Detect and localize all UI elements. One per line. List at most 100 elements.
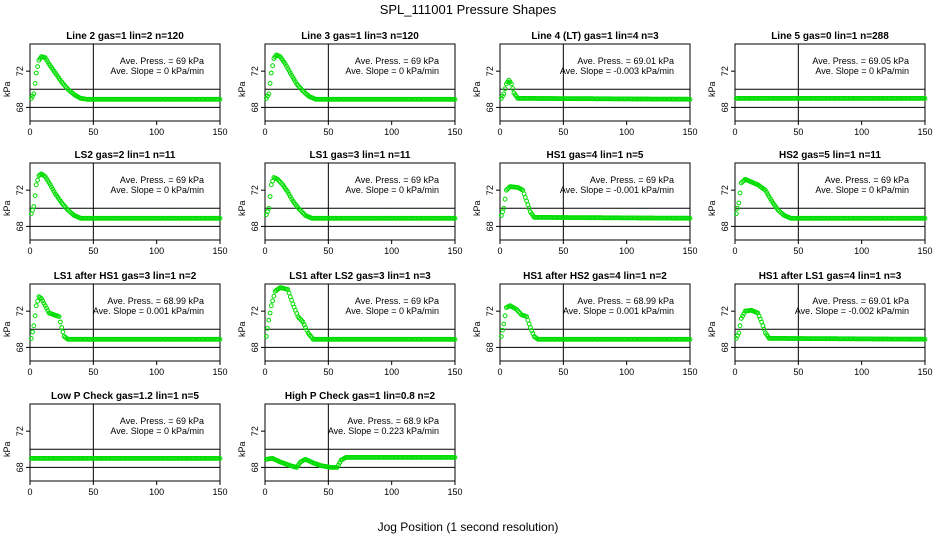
data-point xyxy=(501,91,507,97)
y-axis-label: kPa xyxy=(2,442,12,458)
stat-average-pressure: Ave. Press. = 68.99 kPa xyxy=(577,296,674,306)
y-tick-label: 68 xyxy=(720,102,730,112)
panel-title: LS1 after LS2 gas=3 lin=1 n=3 xyxy=(289,271,431,282)
data-point xyxy=(922,215,928,221)
data-point xyxy=(217,215,223,221)
figure-xlabel: Jog Position (1 second resolution) xyxy=(378,520,559,534)
data-point xyxy=(263,96,269,101)
x-tick-label: 100 xyxy=(854,127,869,137)
y-tick-label: 68 xyxy=(15,221,25,231)
chart-panel: Line 5 gas=0 lin=1 n=288 0 50 100 150 68 72kPa… xyxy=(707,31,933,137)
stat-average-slope: Ave. Slope = 0 kPa/min xyxy=(110,66,204,76)
panel-title: HS2 gas=5 lin=1 n=11 xyxy=(779,150,881,161)
panel-title: HS1 gas=4 lin=1 n=5 xyxy=(547,150,644,161)
stat-average-pressure: Ave. Press. = 69 kPa xyxy=(825,175,909,185)
data-point xyxy=(58,319,63,325)
x-tick-label: 0 xyxy=(732,367,737,377)
x-tick-label: 0 xyxy=(262,127,267,137)
x-tick-label: 100 xyxy=(149,367,164,377)
stat-average-slope: Ave. Slope = -0.002 kPa/min xyxy=(795,306,909,316)
data-point xyxy=(510,86,516,91)
y-axis-label: kPa xyxy=(237,82,247,98)
data-point xyxy=(32,81,38,86)
data-point xyxy=(217,96,223,102)
data-point xyxy=(35,177,40,183)
y-axis-label: kPa xyxy=(707,322,717,338)
x-tick-label: 50 xyxy=(558,367,568,377)
data-point xyxy=(217,336,223,342)
y-tick-label: 72 xyxy=(485,306,495,316)
x-tick-label: 100 xyxy=(384,487,399,497)
data-point xyxy=(35,64,40,69)
x-tick-label: 50 xyxy=(558,127,568,137)
y-tick-label: 68 xyxy=(250,342,260,352)
data-point xyxy=(41,300,47,306)
x-tick-label: 50 xyxy=(323,487,333,497)
stat-average-slope: Ave. Slope = 0 kPa/min xyxy=(815,66,909,76)
data-point xyxy=(217,456,223,461)
stat-average-pressure: Ave. Press. = 69 kPa xyxy=(120,56,204,66)
x-tick-label: 150 xyxy=(447,246,462,256)
data-point xyxy=(736,200,742,206)
data-point xyxy=(45,308,51,314)
x-tick-label: 100 xyxy=(384,127,399,137)
data-points xyxy=(28,294,223,342)
stat-average-pressure: Ave. Press. = 69.01 kPa xyxy=(577,56,674,66)
data-point xyxy=(452,336,458,342)
y-tick-label: 72 xyxy=(720,185,730,195)
stat-average-pressure: Ave. Press. = 69.05 kPa xyxy=(812,56,909,66)
x-tick-label: 50 xyxy=(88,246,98,256)
data-point xyxy=(33,303,39,309)
y-tick-label: 68 xyxy=(15,462,25,472)
plot-frame xyxy=(734,162,926,241)
y-tick-label: 68 xyxy=(250,462,260,472)
y-axis-label: kPa xyxy=(707,82,717,98)
data-point xyxy=(687,336,693,342)
data-points xyxy=(733,96,928,101)
chart-panel: Line 4 (LT) gas=1 lin=4 n=3 0 50 100 150 68 72… xyxy=(472,31,698,137)
x-tick-label: 150 xyxy=(212,487,227,497)
data-point xyxy=(32,313,38,319)
data-point xyxy=(337,460,343,466)
data-point xyxy=(334,465,340,470)
data-point xyxy=(299,209,305,215)
x-tick-label: 0 xyxy=(497,246,502,256)
data-point xyxy=(266,91,272,97)
data-point xyxy=(299,318,305,324)
x-tick-label: 150 xyxy=(917,127,932,137)
data-point xyxy=(737,323,743,329)
data-point xyxy=(736,330,742,336)
x-tick-label: 50 xyxy=(88,127,98,137)
plot-frame xyxy=(734,43,926,122)
x-tick-label: 50 xyxy=(88,487,98,497)
x-tick-label: 100 xyxy=(149,487,164,497)
data-point xyxy=(282,61,288,67)
data-point xyxy=(502,196,508,202)
y-tick-label: 72 xyxy=(250,306,260,316)
data-point xyxy=(502,86,508,92)
x-tick-label: 150 xyxy=(212,367,227,377)
chart-panel: Line 3 gas=1 lin=3 n=120 0 50 100 150 68 72kPa… xyxy=(237,31,463,137)
chart-panel: High P Check gas=1 lin=0.8 n=2 0 50 100 150 6… xyxy=(237,391,463,497)
y-tick-label: 72 xyxy=(485,66,495,76)
plot-frame xyxy=(29,283,221,362)
x-tick-label: 50 xyxy=(323,367,333,377)
stat-average-pressure: Ave. Press. = 69 kPa xyxy=(120,416,204,426)
data-point xyxy=(268,303,274,309)
data-points xyxy=(498,184,693,221)
panel-title: High P Check gas=1 lin=0.8 n=2 xyxy=(285,391,436,402)
y-tick-label: 72 xyxy=(250,426,260,436)
x-tick-label: 0 xyxy=(262,367,267,377)
x-tick-label: 150 xyxy=(212,127,227,137)
stat-average-slope: Ave. Slope = -0.003 kPa/min xyxy=(560,66,674,76)
panel-title: HS1 after LS1 gas=4 lin=1 n=3 xyxy=(759,271,902,282)
data-point xyxy=(296,315,302,321)
data-point xyxy=(687,96,693,102)
x-tick-label: 150 xyxy=(917,246,932,256)
data-point xyxy=(276,178,282,184)
plot-frame xyxy=(264,43,456,122)
